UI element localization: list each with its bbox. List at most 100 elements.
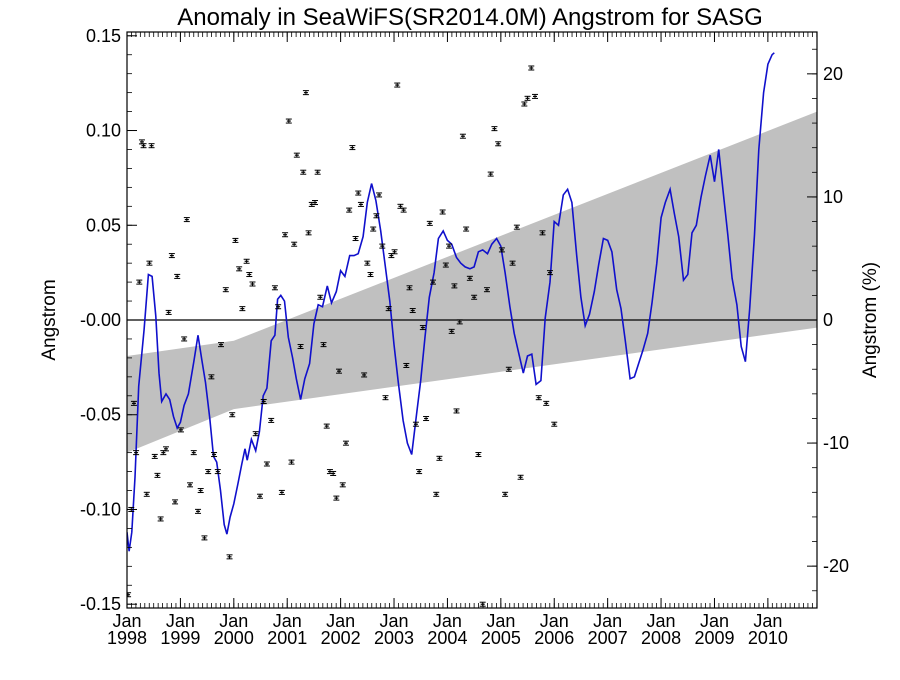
data-point (127, 592, 132, 598)
data-point (453, 408, 460, 414)
data-point (385, 306, 392, 312)
x-tick-month-label: Jan (219, 611, 248, 631)
data-point (495, 141, 502, 147)
data-point (148, 143, 155, 149)
data-point (208, 374, 215, 380)
data-point (282, 232, 289, 238)
data-point (394, 82, 401, 88)
data-point (403, 362, 410, 368)
data-point (456, 319, 463, 325)
y-tick-label: 0.15 (86, 26, 121, 46)
x-tick-year-label: 2000 (214, 628, 254, 648)
data-point (172, 499, 179, 505)
data-point (256, 493, 263, 499)
data-point (195, 508, 202, 514)
anomaly-line-series (127, 52, 775, 552)
data-point (291, 241, 298, 247)
x-tick-month-label: Jan (433, 611, 462, 631)
data-point (229, 412, 236, 418)
data-point (133, 450, 140, 456)
data-point (143, 491, 150, 497)
x-tick-year-label: 1998 (107, 628, 147, 648)
data-point (451, 283, 458, 289)
y-tick-label: 0.10 (86, 121, 121, 141)
y-tick-label: -0.05 (80, 405, 121, 425)
data-point (177, 427, 184, 433)
data-point (205, 469, 212, 475)
data-point (346, 207, 353, 213)
data-point (342, 440, 349, 446)
data-point (314, 169, 321, 175)
data-point (406, 285, 413, 291)
data-point (260, 398, 267, 404)
data-point (491, 126, 498, 132)
data-point (382, 395, 389, 401)
y-right-tick-label: 20 (823, 64, 843, 84)
confidence-band (127, 111, 817, 453)
data-point (268, 417, 275, 423)
data-point (181, 336, 188, 342)
data-point (305, 230, 312, 236)
data-point (197, 488, 204, 494)
x-tick-year-label: 2003 (374, 628, 414, 648)
data-point (263, 461, 270, 467)
x-tick-month-label: Jan (273, 611, 302, 631)
x-tick-month-label: Jan (112, 611, 141, 631)
data-point (275, 304, 282, 310)
data-point (400, 207, 407, 213)
data-point (302, 90, 309, 96)
data-point (157, 516, 164, 522)
data-point (505, 366, 512, 372)
data-point (352, 236, 359, 242)
data-point (433, 491, 440, 497)
data-point (532, 93, 539, 99)
data-point (442, 262, 449, 268)
data-point (436, 455, 443, 461)
x-tick-month-label: Jan (166, 611, 195, 631)
data-point (252, 431, 259, 437)
x-tick-year-label: 2006 (534, 628, 574, 648)
y-right-tick-label: 0 (823, 310, 833, 330)
data-point (543, 400, 550, 406)
data-point (285, 118, 292, 124)
data-point (466, 275, 473, 281)
data-point (448, 328, 455, 334)
x-tick-month-label: Jan (486, 611, 515, 631)
data-point (236, 266, 243, 272)
data-point (190, 450, 197, 456)
data-point (524, 95, 531, 101)
data-point (459, 133, 466, 139)
plot-area: 0.150.100.05-0.00-0.05-0.10-0.1520100-10… (80, 26, 849, 648)
data-point (487, 171, 494, 177)
x-tick-year-label: 2005 (481, 628, 521, 648)
x-tick-month-label: Jan (647, 611, 676, 631)
data-point (226, 554, 233, 560)
data-point (430, 279, 437, 285)
data-point (439, 209, 446, 215)
data-point (388, 253, 395, 259)
data-point (367, 272, 374, 278)
data-point (357, 201, 364, 207)
x-tick-year-label: 2009 (694, 628, 734, 648)
x-tick-year-label: 2010 (748, 628, 788, 648)
data-point (517, 474, 524, 480)
data-point (463, 226, 470, 232)
data-point (423, 416, 430, 422)
data-point (222, 287, 229, 293)
data-point (498, 247, 505, 253)
data-point (249, 281, 256, 287)
y-tick-label: 0.05 (86, 215, 121, 235)
data-point (446, 243, 453, 249)
data-point (475, 452, 482, 458)
data-point (243, 258, 250, 264)
data-point (333, 495, 340, 501)
chart-title: Anomaly in SeaWiFS(SR2014.0M) Angstrom f… (177, 4, 763, 31)
data-point (151, 453, 158, 459)
data-point (336, 368, 343, 374)
data-point (416, 469, 423, 475)
data-point (361, 372, 368, 378)
data-point (391, 249, 398, 255)
x-tick-year-label: 2007 (588, 628, 628, 648)
data-point (211, 452, 218, 458)
